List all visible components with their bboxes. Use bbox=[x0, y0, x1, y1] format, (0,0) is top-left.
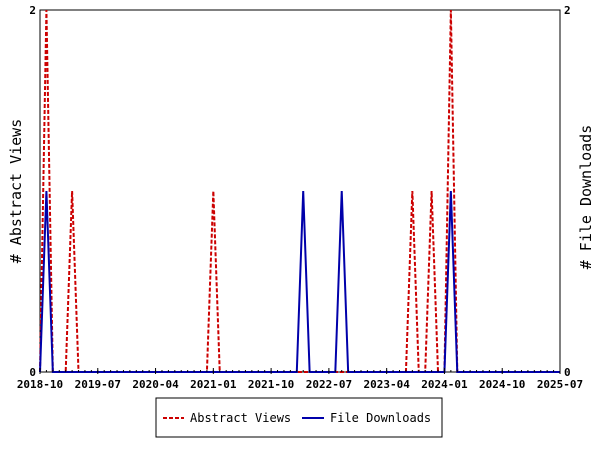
legend-box bbox=[155, 397, 443, 438]
x-axis-ticks: 2018-10 2019-07 2020-04 2021-01 2021-10 2022-… bbox=[17, 368, 583, 391]
x-tick-label: 2022-07 bbox=[306, 378, 352, 391]
legend-label-abstract-views: Abstract Views bbox=[190, 411, 291, 425]
x-tick-label: 2018-10 bbox=[17, 378, 63, 391]
y-left-tick-min: 0 bbox=[29, 366, 36, 379]
x-tick-label: 2020-04 bbox=[132, 378, 179, 391]
y-left-axis-title: # Abstract Views bbox=[7, 119, 25, 264]
legend: Abstract Views File Downloads bbox=[155, 397, 443, 438]
y-right-tick-max: 2 bbox=[564, 4, 571, 17]
x-tick-label: 2021-01 bbox=[190, 378, 237, 391]
x-tick-label: 2019-07 bbox=[75, 378, 121, 391]
y-left-tick-max: 2 bbox=[29, 4, 36, 17]
x-tick-label: 2024-10 bbox=[479, 378, 525, 391]
x-tick-label: 2021-10 bbox=[248, 378, 294, 391]
legend-label-file-downloads: File Downloads bbox=[330, 411, 431, 425]
x-tick-label: 2025-07 bbox=[537, 378, 583, 391]
y-right-axis-title: # File Downloads bbox=[577, 125, 595, 270]
plot-area bbox=[39, 9, 561, 373]
y-right-tick-min: 0 bbox=[564, 366, 571, 379]
x-tick-label: 2024-01 bbox=[421, 378, 468, 391]
x-tick-label: 2023-04 bbox=[363, 378, 410, 391]
